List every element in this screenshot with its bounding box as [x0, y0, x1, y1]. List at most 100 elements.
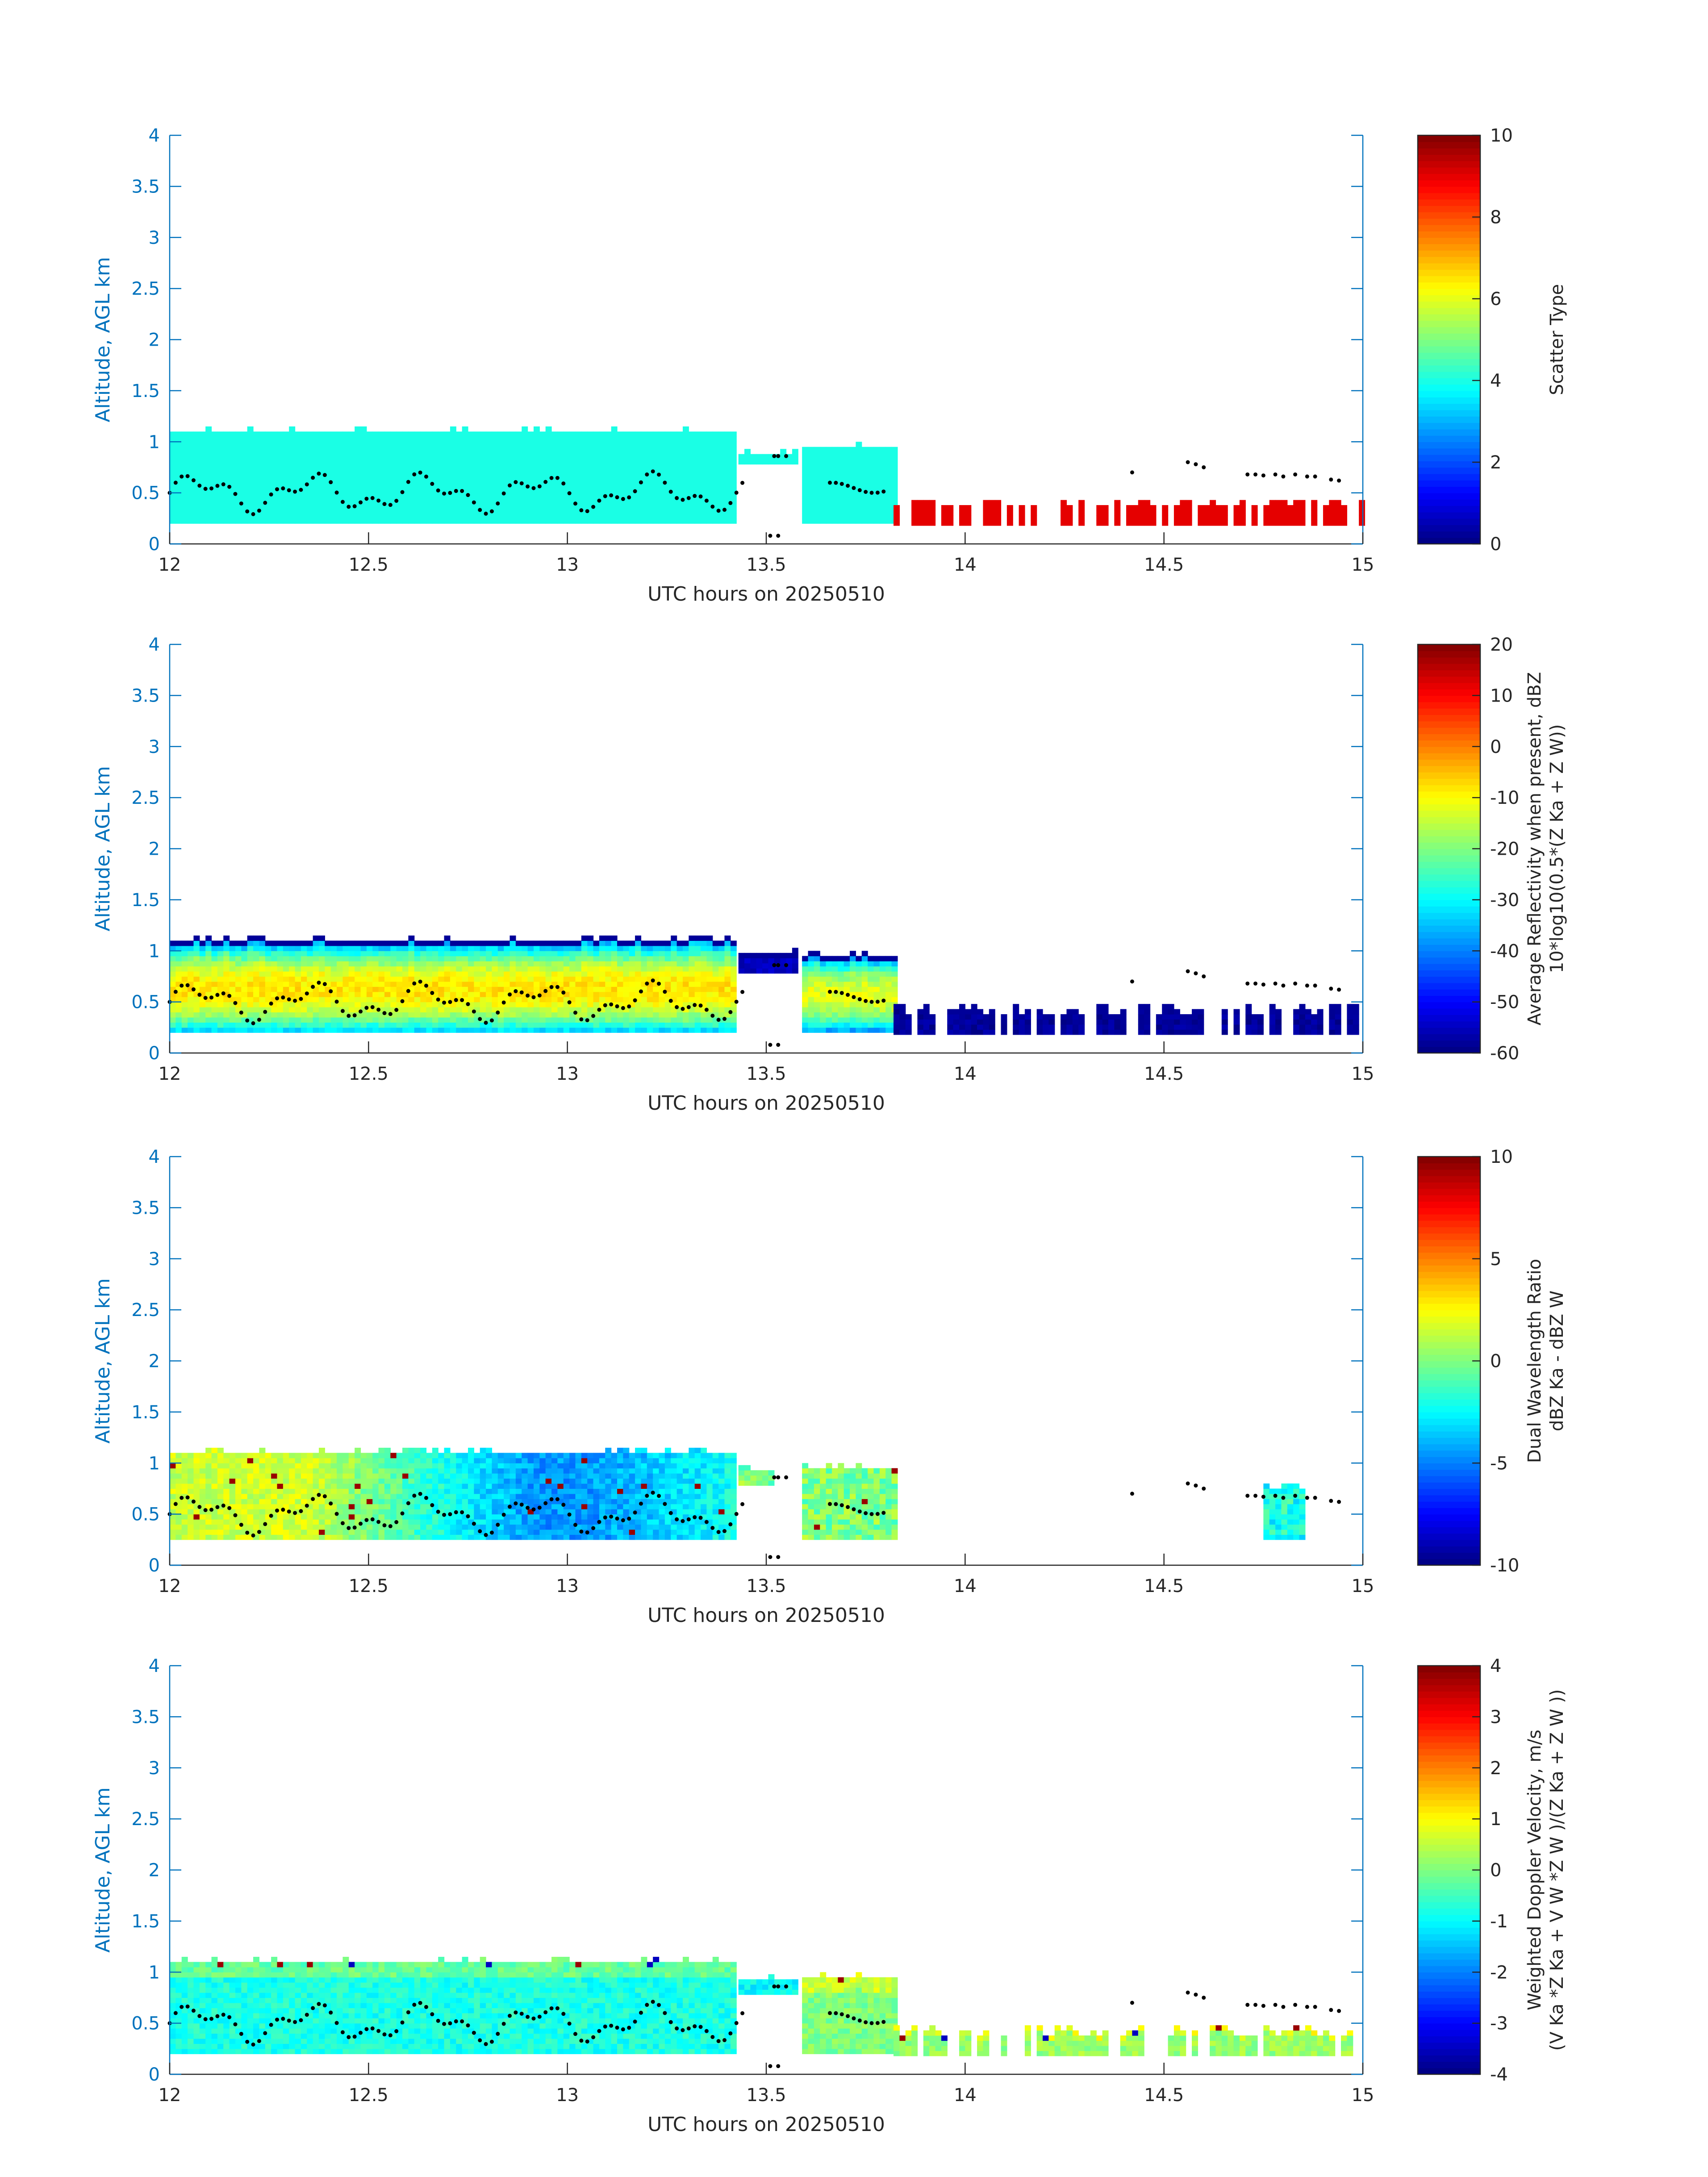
- heatmap-cell: [593, 488, 600, 493]
- heatmap-cell: [360, 493, 367, 498]
- heatmap-cell: [831, 467, 838, 473]
- heatmap-cell: [348, 940, 355, 946]
- heatmap-cell: [1281, 500, 1288, 506]
- heatmap-cell: [426, 508, 433, 514]
- heatmap-cell: [730, 986, 737, 992]
- heatmap-cell: [623, 442, 630, 447]
- heatmap-cell: [873, 452, 880, 458]
- heatmap-cell: [193, 961, 200, 967]
- cloud-base-point: [227, 994, 232, 998]
- heatmap-cell: [730, 467, 737, 473]
- heatmap-cell: [947, 1009, 954, 1015]
- heatmap-cell: [527, 1027, 534, 1033]
- heatmap-cell: [712, 518, 719, 524]
- heatmap-cell: [557, 945, 564, 951]
- heatmap-cell: [605, 431, 612, 437]
- heatmap-cell: [193, 442, 200, 447]
- cloud-base-point: [1273, 981, 1278, 986]
- heatmap-cell: [402, 945, 409, 951]
- heatmap-cell: [689, 1027, 695, 1033]
- heatmap-cell: [515, 1002, 522, 1007]
- cloud-base-point: [846, 484, 850, 488]
- heatmap-cell: [1114, 1014, 1121, 1020]
- heatmap-cell: [1072, 1009, 1079, 1015]
- heatmap-cell: [885, 991, 892, 997]
- heatmap-cell: [873, 498, 880, 504]
- heatmap-cell: [372, 1012, 379, 1018]
- heatmap-cell: [527, 472, 534, 478]
- heatmap-cell: [677, 503, 683, 509]
- heatmap-cell: [330, 945, 337, 951]
- heatmap-cell: [712, 956, 719, 961]
- heatmap-cell: [181, 518, 188, 524]
- heatmap-cell: [659, 956, 665, 961]
- heatmap-cell: [509, 488, 516, 493]
- colorbar-swatch: [1418, 486, 1480, 493]
- heatmap-cell: [1096, 1014, 1103, 1020]
- heatmap-cell: [1335, 1029, 1341, 1035]
- heatmap-cell: [247, 986, 254, 992]
- heatmap-cell: [682, 940, 689, 946]
- heatmap-cell: [444, 976, 451, 982]
- x-tick-label: 12: [159, 1064, 181, 1084]
- heatmap-cell: [605, 477, 612, 483]
- heatmap-cell: [653, 1027, 660, 1033]
- cloud-base-point: [603, 1003, 607, 1007]
- heatmap-cell: [486, 431, 493, 437]
- heatmap-cell: [480, 1007, 486, 1013]
- heatmap-cell: [1299, 510, 1306, 516]
- heatmap-cell: [569, 940, 576, 946]
- heatmap-cell: [265, 462, 271, 468]
- heatmap-cell: [283, 442, 289, 447]
- cloud-base-point: [875, 490, 880, 495]
- heatmap-cell: [677, 991, 683, 997]
- heatmap-cell: [1132, 520, 1139, 526]
- heatmap-cell: [965, 1009, 972, 1015]
- heatmap-cell: [533, 442, 540, 447]
- heatmap-cell: [635, 493, 642, 498]
- heatmap-cell: [599, 945, 606, 951]
- heatmap-cell: [1251, 1014, 1258, 1020]
- heatmap-cell: [396, 431, 403, 437]
- heatmap-cell: [635, 940, 642, 946]
- heatmap-cell: [432, 1007, 438, 1013]
- colorbar-swatch: [1418, 855, 1480, 862]
- heatmap-cell: [718, 945, 725, 951]
- heatmap-cell: [486, 986, 493, 992]
- cloud-base-point: [1273, 472, 1278, 476]
- heatmap-cell: [486, 518, 493, 524]
- heatmap-cell: [378, 976, 385, 982]
- heatmap-cell: [533, 457, 540, 463]
- heatmap-cell: [730, 1022, 737, 1028]
- heatmap-cell: [462, 986, 468, 992]
- heatmap-cell: [923, 1029, 930, 1035]
- heatmap-cell: [856, 447, 862, 452]
- heatmap-cell: [408, 518, 415, 524]
- heatmap-cell: [497, 513, 504, 519]
- heatmap-cell: [504, 940, 510, 946]
- heatmap-cell: [175, 956, 182, 961]
- cloud-base-point: [1293, 981, 1298, 986]
- heatmap-cell: [193, 1027, 200, 1033]
- heatmap-cell: [420, 1022, 427, 1028]
- heatmap-cell: [575, 951, 582, 957]
- heatmap-cell: [629, 498, 635, 504]
- heatmap-cell: [1239, 500, 1246, 506]
- heatmap-cell: [581, 457, 588, 463]
- heatmap-cell: [664, 951, 671, 957]
- heatmap-cell: [175, 1012, 182, 1018]
- heatmap-cell: [468, 462, 474, 468]
- heatmap-cell: [575, 976, 582, 982]
- heatmap-cell: [271, 951, 278, 957]
- heatmap-cell: [611, 1007, 618, 1013]
- heatmap-cell: [474, 472, 480, 478]
- heatmap-cell: [199, 513, 206, 519]
- heatmap-cell: [313, 436, 319, 442]
- heatmap-cell: [1251, 510, 1258, 516]
- heatmap-cell: [533, 1022, 540, 1028]
- heatmap-cell: [856, 1027, 862, 1033]
- heatmap-cell: [689, 966, 695, 972]
- y-tick-label: 0: [149, 1043, 160, 1064]
- heatmap-cell: [313, 493, 319, 498]
- heatmap-cell: [569, 452, 576, 458]
